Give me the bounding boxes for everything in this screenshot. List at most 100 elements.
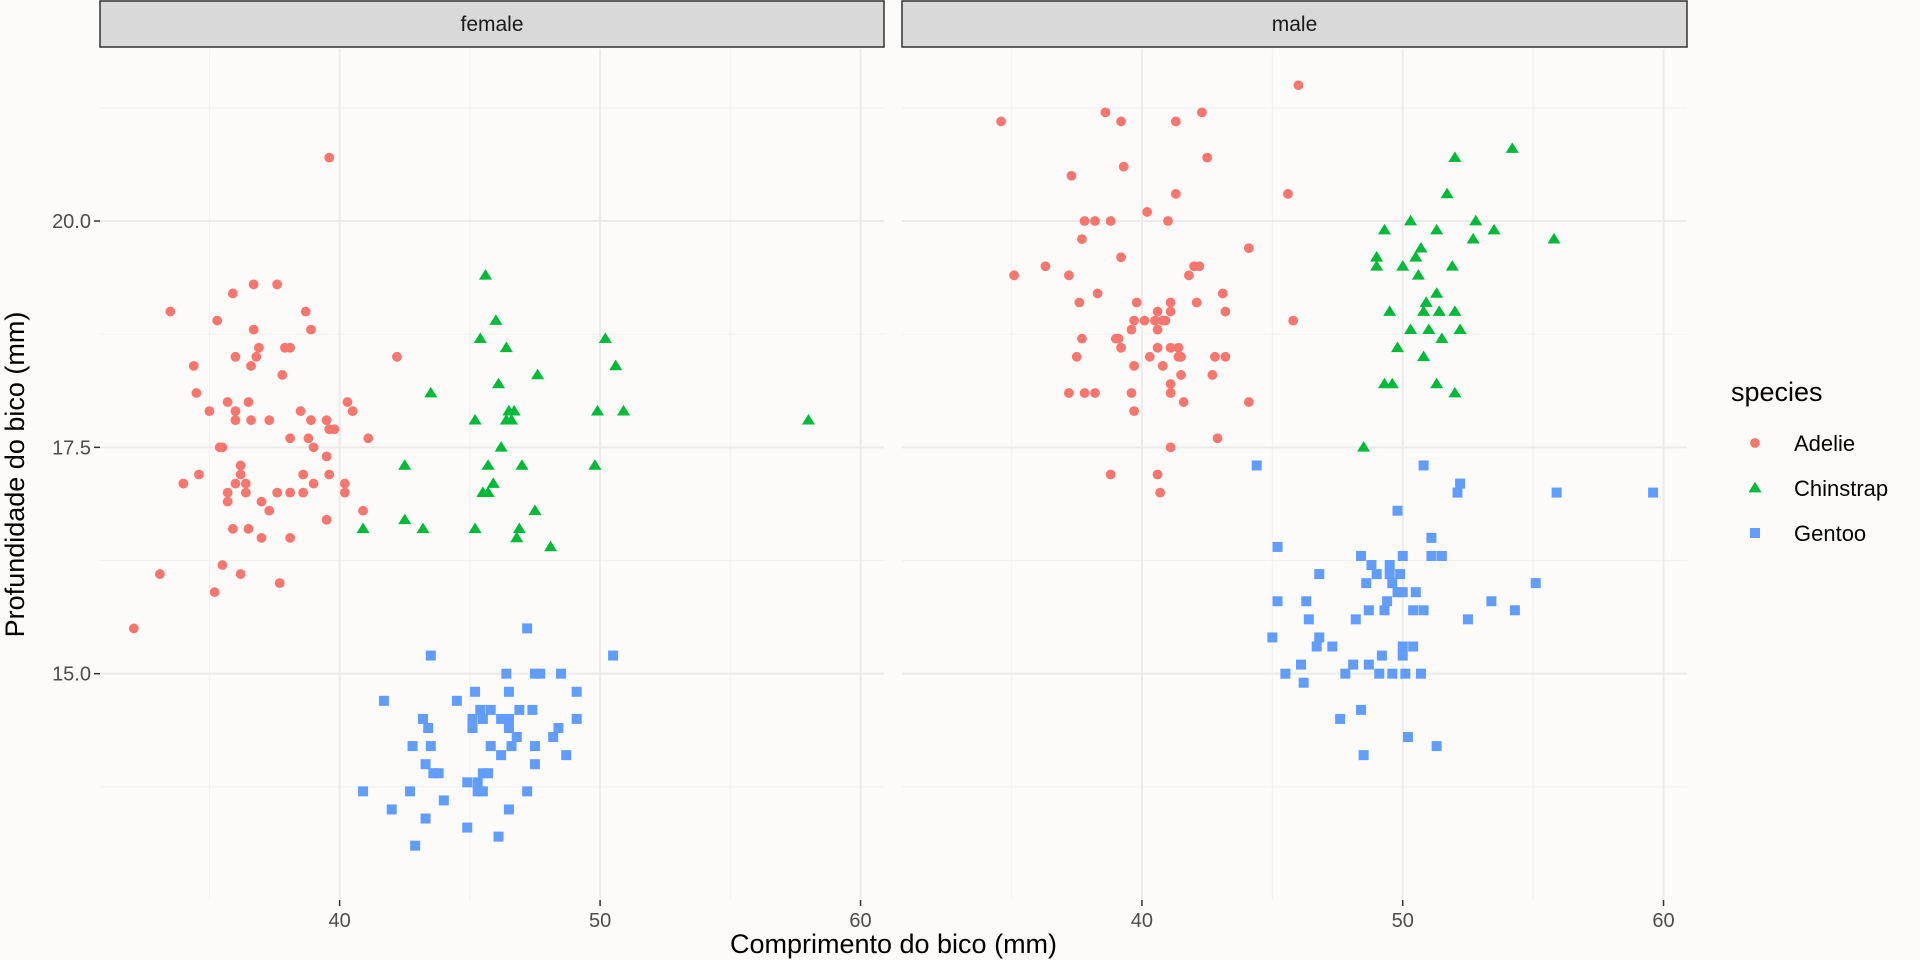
data-point-chinstrap <box>1417 305 1431 316</box>
data-point-adelie <box>1157 360 1168 371</box>
y-tick-label: 20.0 <box>52 211 91 233</box>
data-point-gentoo <box>553 722 564 733</box>
data-point-gentoo <box>1509 605 1520 616</box>
data-point-chinstrap <box>544 540 558 552</box>
data-point-gentoo <box>451 695 462 706</box>
data-point-chinstrap <box>489 314 503 325</box>
data-point-adelie <box>1293 80 1304 91</box>
data-point-gentoo <box>1280 668 1291 679</box>
data-point-adelie <box>1100 107 1111 118</box>
data-point-gentoo <box>522 786 533 797</box>
data-point-adelie <box>308 478 319 489</box>
data-point-chinstrap <box>1414 241 1428 253</box>
data-point-adelie <box>329 424 340 435</box>
data-point-gentoo <box>438 795 449 806</box>
data-point-chinstrap <box>1487 223 1501 235</box>
data-point-adelie <box>300 306 311 317</box>
data-point-adelie <box>1090 216 1100 226</box>
data-point-adelie <box>1152 324 1163 335</box>
data-point-chinstrap <box>1404 214 1418 226</box>
data-point-adelie <box>1092 288 1103 299</box>
data-point-adelie <box>1040 261 1051 272</box>
data-point-gentoo <box>425 741 436 752</box>
data-point-adelie <box>235 460 246 471</box>
data-point-gentoo <box>1392 505 1403 516</box>
data-point-gentoo <box>527 704 538 715</box>
data-point-chinstrap <box>590 404 604 416</box>
data-point-adelie <box>1283 188 1293 199</box>
legend-label: Gentoo <box>1794 521 1866 546</box>
data-point-chinstrap <box>609 359 623 371</box>
data-point-adelie <box>256 496 267 507</box>
data-point-gentoo <box>1384 569 1395 580</box>
data-point-chinstrap <box>1396 260 1410 271</box>
data-point-adelie <box>1105 469 1116 480</box>
legend-title: species <box>1731 377 1823 407</box>
data-point-adelie <box>1165 306 1176 317</box>
facet-panel-female: female 40 50 60 15.0 17.5 20.0 <box>52 0 885 932</box>
data-point-gentoo <box>1400 668 1411 679</box>
data-point-adelie <box>1165 297 1176 308</box>
data-point-gentoo <box>1462 614 1473 625</box>
data-point-adelie <box>178 478 189 489</box>
legend-label: Chinstrap <box>1794 476 1888 501</box>
data-point-adelie <box>1144 351 1155 362</box>
data-point-gentoo <box>433 768 444 779</box>
data-point-adelie <box>1074 297 1085 308</box>
data-point-adelie <box>1152 342 1163 353</box>
data-point-gentoo <box>417 713 428 724</box>
data-point-adelie <box>298 487 309 498</box>
data-point-chinstrap <box>1466 232 1480 244</box>
data-point-chinstrap <box>499 341 513 353</box>
data-point-adelie <box>209 587 220 598</box>
series-chinstrap <box>1357 142 1561 452</box>
data-point-adelie <box>128 623 139 634</box>
data-point-adelie <box>996 116 1007 127</box>
data-point-chinstrap <box>598 332 612 344</box>
data-point-gentoo <box>1418 605 1429 616</box>
data-point-chinstrap <box>468 522 482 534</box>
series-adelie <box>128 152 402 634</box>
data-point-chinstrap <box>510 531 524 543</box>
data-point-chinstrap <box>515 459 529 470</box>
data-point-adelie <box>1116 342 1126 353</box>
data-point-adelie <box>1142 207 1153 217</box>
data-point-adelie <box>217 442 228 453</box>
data-point-gentoo <box>477 768 488 779</box>
data-point-adelie <box>285 433 296 444</box>
data-point-adelie <box>253 342 264 353</box>
data-point-chinstrap <box>1422 323 1436 334</box>
data-point-adelie <box>1207 370 1218 380</box>
data-point-adelie <box>308 442 319 453</box>
data-point-adelie <box>191 388 202 398</box>
data-point-chinstrap <box>1411 269 1425 280</box>
data-point-adelie <box>321 415 332 426</box>
data-point-adelie <box>204 406 215 417</box>
data-point-adelie <box>1288 315 1299 326</box>
data-point-adelie <box>1009 270 1020 281</box>
data-point-adelie <box>155 569 165 579</box>
data-point-adelie <box>235 569 246 579</box>
data-point-chinstrap <box>507 404 521 416</box>
data-point-chinstrap <box>1469 214 1483 226</box>
legend: species Adelie Chinstrap Gentoo <box>1731 377 1888 546</box>
data-point-adelie <box>1118 161 1129 172</box>
data-point-chinstrap <box>1391 341 1405 353</box>
data-point-gentoo <box>1348 659 1359 670</box>
data-point-adelie <box>295 406 306 417</box>
facet-strip-label: male <box>1272 13 1318 36</box>
series-adelie <box>996 80 1304 498</box>
data-point-gentoo <box>1314 632 1325 643</box>
data-point-chinstrap <box>1370 251 1384 262</box>
series-chinstrap <box>356 269 815 552</box>
data-point-gentoo <box>425 650 436 661</box>
data-point-gentoo <box>1530 578 1541 589</box>
data-point-adelie <box>1191 297 1202 308</box>
data-point-gentoo <box>1648 487 1659 498</box>
data-point-chinstrap <box>505 413 519 425</box>
data-point-adelie <box>188 360 199 371</box>
data-point-chinstrap <box>531 368 545 380</box>
data-point-gentoo <box>1387 578 1398 589</box>
data-point-gentoo <box>1296 659 1307 670</box>
data-point-gentoo <box>1251 460 1262 471</box>
